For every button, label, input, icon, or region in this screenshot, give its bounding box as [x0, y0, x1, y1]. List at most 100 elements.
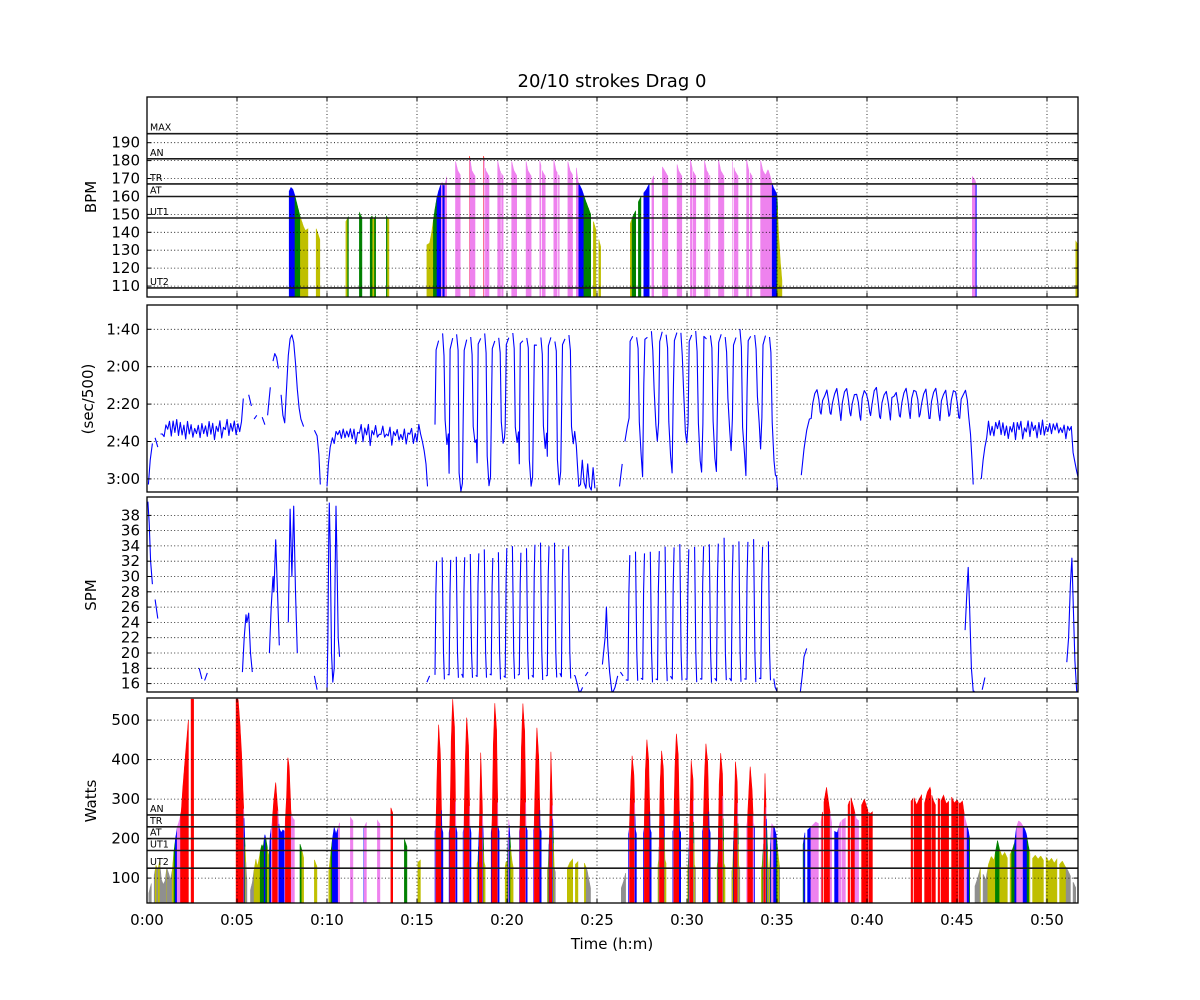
spm-ticks: [146, 497, 1078, 692]
watts-fill-segment: [868, 811, 873, 904]
bpm-fill-segment: [718, 159, 725, 298]
watts-fill-segment: [259, 839, 265, 904]
watts-fill-segment: [810, 821, 819, 904]
watts-fill-segment: [250, 870, 255, 904]
watts-fill-segment: [575, 860, 579, 904]
watts-fill-segment: [723, 840, 726, 904]
bpm-fill-segment: [676, 164, 683, 298]
watts-fill-segment: [999, 849, 1008, 904]
watts-fill-segment: [285, 757, 292, 904]
pace-frame: [146, 304, 1079, 493]
y-tick-label: 3:00: [106, 470, 140, 488]
x-tick-label: 0:15: [400, 911, 434, 929]
watts-fill-segment: [278, 823, 285, 904]
y-tick-label: 26: [121, 598, 140, 616]
watts-fill-segment: [449, 699, 456, 904]
bpm-fill-segment: [542, 169, 546, 298]
y-tick-label: 2:20: [106, 395, 140, 413]
zone-label-ut2: UT2: [150, 857, 169, 868]
watts-fill-segment: [390, 807, 393, 904]
zone-label-tr: TR: [149, 173, 163, 184]
y-tick-label: 160: [111, 188, 140, 206]
watts-fill-segment: [987, 852, 996, 904]
watts-frame: [146, 697, 1079, 904]
bpm-fill-segment: [972, 175, 977, 298]
watts-fill-segment: [328, 851, 332, 904]
watts-fill-segment: [166, 867, 173, 904]
watts-fill-segment: [1016, 820, 1024, 904]
watts-fill-segment: [664, 836, 667, 904]
y-tick-label: 38: [121, 506, 140, 524]
y-tick-label: 120: [111, 259, 140, 277]
x-tick-label: 0:05: [220, 911, 254, 929]
y-tick-label: 300: [111, 790, 140, 808]
watts-fill-segment: [491, 703, 498, 904]
watts-fill-segment: [148, 883, 152, 904]
watts-fill-segment: [585, 867, 591, 904]
watts-fill-segment: [963, 814, 968, 904]
bpm-fill-segment: [315, 228, 321, 298]
bpm-fill-segment: [558, 174, 560, 298]
pace-plot: 1:40 2:00 2:20 2:40 3:00: [106, 304, 1079, 493]
zone-label-an: AN: [150, 148, 164, 159]
x-axis-label: Time (h:m): [570, 935, 653, 953]
subplots-group: MAXANTRATUT1UT21101201301401501601701801…: [106, 96, 1079, 929]
bpm-fill-segment: [777, 208, 783, 298]
watts-fill-segment: [689, 760, 694, 904]
watts-fill-segment: [525, 826, 528, 904]
spm-gridlines: [147, 497, 1078, 692]
watts-fill-segment: [679, 811, 681, 904]
pace-series-line: [147, 328, 1079, 492]
watts-fill-segment: [479, 752, 483, 904]
y-tick-label: 400: [111, 751, 140, 769]
watts-fill-segment: [483, 849, 486, 904]
y-tick-label: 28: [121, 583, 140, 601]
watts-fill-segment: [377, 819, 381, 904]
bpm-fill-segment: [455, 161, 461, 298]
watts-fill-segment: [829, 812, 832, 904]
bpm-fill-segment: [294, 196, 301, 298]
x-tick-label: 0:00: [130, 911, 164, 929]
y-tick-label: 18: [121, 659, 140, 677]
watts-fill-segment: [350, 816, 354, 904]
watts-fill-segment: [435, 724, 442, 904]
bpm-fill-segment: [693, 170, 697, 298]
y-tick-label: 200: [111, 830, 140, 848]
bpm-fill-segment: [567, 161, 573, 298]
bpm-zone-fills: [288, 156, 1079, 298]
watts-fill-segment: [644, 739, 651, 904]
bpm-fill-segment: [643, 183, 650, 298]
pace-axis-label: (sec/500): [79, 364, 97, 435]
watts-fill-segment: [519, 703, 526, 904]
bpm-fill-segment: [469, 158, 476, 298]
x-tick-label: 0:35: [760, 911, 794, 929]
y-tick-label: 190: [111, 134, 140, 152]
zone-label-tr: TR: [149, 816, 163, 827]
watts-fill-segment: [404, 839, 408, 904]
watts-fill-segment: [931, 795, 936, 904]
bpm-fill-segment: [347, 216, 349, 298]
y-tick-label: 170: [111, 170, 140, 188]
x-tick-label: 0:30: [670, 911, 704, 929]
watts-fill-segment: [621, 872, 626, 904]
spm-frame: [146, 496, 1079, 693]
bpm-fill-segment: [436, 183, 442, 298]
watts-fill-segment: [747, 766, 754, 904]
y-tick-label: 22: [121, 629, 140, 647]
zone-label-ut2: UT2: [150, 277, 169, 288]
bpm-fill-segment: [593, 221, 597, 298]
watts-fill-segment: [821, 811, 823, 904]
y-tick-label: 24: [121, 613, 140, 631]
watts-fill-segment: [1059, 860, 1067, 904]
watts-fill-segment: [176, 815, 181, 904]
bpm-fill-segment: [662, 166, 669, 298]
watts-fill-segment: [673, 733, 680, 904]
spm-series-line: [147, 501, 1078, 692]
bpm-fill-segment: [583, 195, 591, 298]
bpm-zone-lines: MAX AN TR AT UT1 UT2: [147, 123, 1078, 289]
watts-fill-segment: [510, 847, 514, 904]
zone-label-at: AT: [150, 828, 162, 839]
